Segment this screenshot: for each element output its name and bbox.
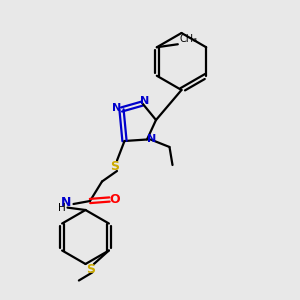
- Text: N: N: [140, 95, 149, 106]
- Text: N: N: [61, 196, 71, 209]
- Text: H: H: [58, 202, 65, 213]
- Text: N: N: [147, 134, 156, 145]
- Text: O: O: [110, 193, 120, 206]
- Text: CH₃: CH₃: [179, 34, 197, 44]
- Text: S: S: [110, 160, 119, 173]
- Text: S: S: [86, 263, 95, 276]
- Text: N: N: [112, 103, 122, 113]
